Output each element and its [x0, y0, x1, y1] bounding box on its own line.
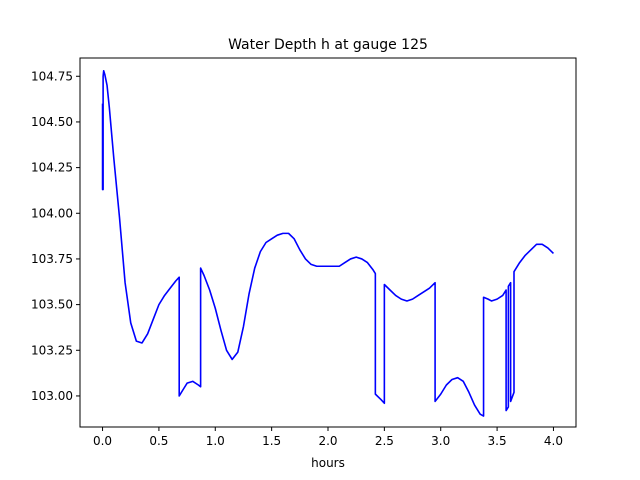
y-tick-label: 104.00: [31, 206, 73, 220]
y-tick-label: 103.50: [31, 298, 73, 312]
x-tick-label: 3.0: [431, 434, 450, 448]
y-tick-label: 103.00: [31, 389, 73, 403]
x-tick-label: 2.0: [318, 434, 337, 448]
y-tick-label: 104.25: [31, 161, 73, 175]
chart-title: Water Depth h at gauge 125: [228, 37, 428, 53]
series-layer: [101, 69, 555, 417]
x-axis-label: hours: [311, 456, 345, 470]
y-tick-label: 104.50: [31, 115, 73, 129]
y-tick-label: 104.75: [31, 69, 73, 83]
x-tick-label: 1.5: [262, 434, 281, 448]
x-tick-label: 0.0: [93, 434, 112, 448]
y-axis: 103.00 103.25 103.50 103.75 104.00 104.25 104.…: [31, 69, 80, 403]
x-tick-label: 3.5: [488, 434, 507, 448]
x-tick-label: 0.5: [149, 434, 168, 448]
y-tick-label: 103.25: [31, 343, 73, 357]
y-tick-label: 103.75: [31, 252, 73, 266]
x-tick-label: 4.0: [544, 434, 563, 448]
x-tick-label: 1.0: [206, 434, 225, 448]
series-line-0: [101, 69, 555, 417]
x-tick-label: 2.5: [375, 434, 394, 448]
x-axis: 0.0 0.5 1.0 1.5 2.0 2.5 3.0 3.5 4.0: [93, 427, 563, 448]
